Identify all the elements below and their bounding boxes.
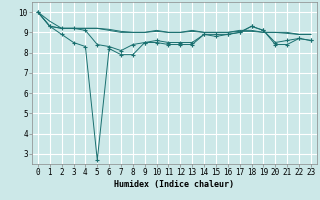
X-axis label: Humidex (Indice chaleur): Humidex (Indice chaleur)	[115, 180, 234, 189]
